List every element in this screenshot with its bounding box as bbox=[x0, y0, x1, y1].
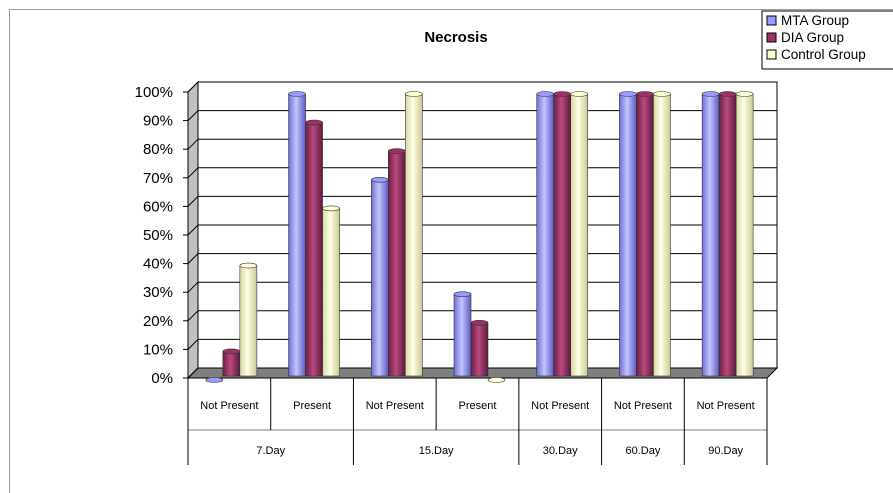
bar-body bbox=[718, 93, 737, 377]
bar-body bbox=[553, 93, 572, 377]
bar bbox=[536, 91, 555, 377]
bar-body bbox=[636, 93, 654, 377]
legend-swatch bbox=[766, 32, 777, 43]
x-category-label: Not Present bbox=[697, 400, 755, 412]
bars bbox=[205, 91, 754, 383]
bar-body bbox=[570, 93, 589, 377]
bar bbox=[387, 148, 406, 377]
bar bbox=[370, 177, 389, 377]
x-group-label: 7.Day bbox=[256, 445, 285, 457]
legend-label: DIA Group bbox=[781, 30, 844, 45]
bar bbox=[305, 119, 323, 377]
bar-body bbox=[735, 93, 754, 377]
y-tick-label: 80% bbox=[143, 141, 173, 158]
bar-cap bbox=[735, 91, 754, 97]
bar bbox=[239, 262, 258, 377]
x-category-label: Present bbox=[459, 400, 497, 412]
bar-cap bbox=[553, 91, 572, 97]
y-tick-label: 10% bbox=[143, 341, 173, 358]
bar-body bbox=[370, 179, 389, 377]
bar-cap bbox=[288, 91, 306, 97]
bar bbox=[404, 91, 423, 377]
bar-cap bbox=[653, 91, 671, 97]
bar bbox=[322, 205, 340, 377]
bar bbox=[222, 348, 241, 377]
y-tick-label: 70% bbox=[143, 170, 173, 187]
bar-body bbox=[453, 293, 472, 377]
bar-cap bbox=[701, 91, 720, 97]
bar-cap bbox=[205, 377, 224, 383]
bar-body bbox=[470, 322, 489, 377]
bar bbox=[205, 377, 224, 383]
legend-box bbox=[761, 10, 893, 70]
legend: MTA Group DIA Group Control Group bbox=[761, 10, 893, 70]
legend-swatch bbox=[766, 49, 777, 60]
x-category-label: Not Present bbox=[531, 400, 589, 412]
y-tick-label: 90% bbox=[143, 113, 173, 130]
bar-body bbox=[387, 150, 406, 377]
y-tick-label: 40% bbox=[143, 256, 173, 273]
bar bbox=[701, 91, 720, 377]
x-group-label: 90.Day bbox=[708, 445, 743, 457]
bar-body bbox=[322, 208, 340, 377]
bar-body bbox=[404, 93, 423, 377]
chart-frame bbox=[9, 9, 893, 493]
y-tick-label: 0% bbox=[151, 370, 173, 387]
bar-cap bbox=[222, 348, 241, 355]
y-tick-label: 60% bbox=[143, 198, 173, 215]
bar-body bbox=[536, 93, 555, 377]
bar bbox=[636, 91, 654, 377]
x-group-label: 60.Day bbox=[625, 445, 660, 457]
bar-body bbox=[305, 122, 323, 377]
bar bbox=[453, 291, 472, 377]
bar-cap bbox=[619, 91, 637, 97]
bar-body bbox=[701, 93, 720, 377]
bar bbox=[487, 377, 506, 383]
legend-label: Control Group bbox=[781, 47, 866, 62]
bar-cap bbox=[387, 148, 406, 154]
legend-label: MTA Group bbox=[781, 13, 849, 28]
bar-cap bbox=[322, 205, 340, 212]
bar-cap bbox=[404, 91, 423, 97]
x-group-label: 15.Day bbox=[419, 445, 454, 457]
bar bbox=[619, 91, 637, 377]
bar bbox=[570, 91, 589, 377]
x-category-label: Not Present bbox=[614, 400, 672, 412]
bar-cap bbox=[487, 377, 506, 383]
x-axis-table: Not Present Present Not Present Present Not … bbox=[187, 378, 768, 465]
y-tick-label: 20% bbox=[143, 313, 173, 330]
bar-body bbox=[619, 93, 637, 377]
y-tick-label: 30% bbox=[143, 284, 173, 301]
bar-cap bbox=[370, 177, 389, 183]
x-category-label: Present bbox=[293, 400, 331, 412]
bar-cap bbox=[636, 91, 654, 97]
bar-cap bbox=[718, 91, 737, 97]
chart-title: Necrosis bbox=[424, 29, 487, 46]
bar-body bbox=[239, 265, 258, 377]
bar-cap bbox=[570, 91, 589, 97]
gridline bbox=[187, 81, 777, 93]
bar-cap bbox=[470, 319, 489, 326]
bar-body bbox=[288, 93, 306, 377]
bar-body bbox=[653, 93, 671, 377]
x-group-label: 30.Day bbox=[543, 445, 578, 457]
x-category-label: Not Present bbox=[200, 400, 258, 412]
bar-cap bbox=[453, 291, 472, 298]
bar bbox=[553, 91, 572, 377]
bar-cap bbox=[305, 119, 323, 126]
bar-cap bbox=[536, 91, 555, 97]
bar-body bbox=[222, 351, 241, 377]
x-category-label: Not Present bbox=[366, 400, 424, 412]
y-tick-label: 50% bbox=[143, 227, 173, 244]
bar bbox=[653, 91, 671, 377]
bar bbox=[718, 91, 737, 377]
bar bbox=[735, 91, 754, 377]
y-axis-ticks: 0% 10% 20% 30% 40% 50% 60% 70% 80% 90% 100% bbox=[135, 84, 188, 387]
y-tick-label: 100% bbox=[135, 84, 173, 101]
bar-cap bbox=[239, 262, 258, 269]
bar bbox=[288, 91, 306, 377]
legend-swatch bbox=[766, 15, 777, 26]
bar bbox=[470, 319, 489, 377]
